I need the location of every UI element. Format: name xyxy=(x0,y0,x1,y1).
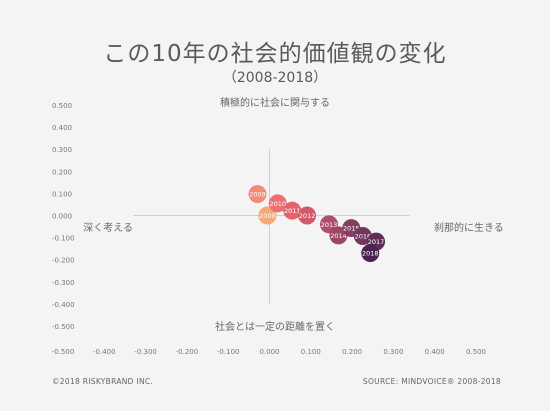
data-point-label: 2018 xyxy=(362,250,379,258)
chart-title: この10年の社会的価値観の変化 xyxy=(103,41,447,67)
data-point xyxy=(283,201,302,220)
axis-label-top: 積極的に社会に関与する xyxy=(220,96,330,109)
y-tick-label: -0.300 xyxy=(52,279,75,287)
x-tick-label: -0.200 xyxy=(176,348,199,356)
y-tick-label: -0.400 xyxy=(52,301,75,309)
x-tick-label: -0.400 xyxy=(93,348,116,356)
axis-label-left: 深く考える xyxy=(83,222,133,234)
data-point-label: 2011 xyxy=(284,207,301,215)
data-point-label: 2009 xyxy=(249,191,266,199)
copyright-text: ©2018 RISKYBRAND INC. xyxy=(52,377,154,386)
x-tick-label: -0.300 xyxy=(134,348,157,356)
data-point xyxy=(361,244,380,263)
data-point-label: 2013 xyxy=(321,221,338,229)
data-point-label: 2015 xyxy=(343,225,360,233)
x-tick-label: 0.300 xyxy=(383,348,403,356)
x-tick-label: 0.200 xyxy=(342,348,362,356)
data-point-label: 2014 xyxy=(330,232,347,240)
data-point xyxy=(268,194,287,213)
data-point xyxy=(258,206,277,225)
y-tick-label: -0.100 xyxy=(52,235,75,243)
y-tick-label: -0.500 xyxy=(52,323,75,331)
y-tick-label: 0.400 xyxy=(52,124,72,132)
x-tick-label: 0.400 xyxy=(425,348,445,356)
data-point xyxy=(298,206,317,225)
axis-label-bottom: 社会とは一定の距離を置く xyxy=(215,320,335,333)
data-point-label: 2012 xyxy=(299,212,316,220)
x-tick-label: -0.100 xyxy=(217,348,240,356)
x-tick-label: 0.500 xyxy=(466,348,486,356)
source-text: SOURCE: MINDVOICE® 2008-2018 xyxy=(362,377,501,386)
data-point-label: 2016 xyxy=(355,233,372,241)
data-point-label: 2010 xyxy=(269,200,286,208)
y-tick-label: 0.500 xyxy=(52,102,72,110)
y-tick-label: -0.200 xyxy=(52,257,75,265)
x-tick-label: 0.100 xyxy=(301,348,321,356)
data-point-label: 2008 xyxy=(259,212,276,220)
data-point-label: 2017 xyxy=(368,238,385,246)
data-point xyxy=(248,185,267,204)
y-tick-label: 0.200 xyxy=(52,168,72,176)
chart-subtitle: （2008-2018） xyxy=(222,70,328,86)
y-tick-label: 0.300 xyxy=(52,146,72,154)
x-tick-label: 0.000 xyxy=(259,348,279,356)
x-tick-label: -0.500 xyxy=(52,348,75,356)
y-tick-label: 0.000 xyxy=(52,213,72,221)
y-tick-label: 0.100 xyxy=(52,190,72,198)
axis-label-right: 刹那的に生きる xyxy=(434,221,504,234)
